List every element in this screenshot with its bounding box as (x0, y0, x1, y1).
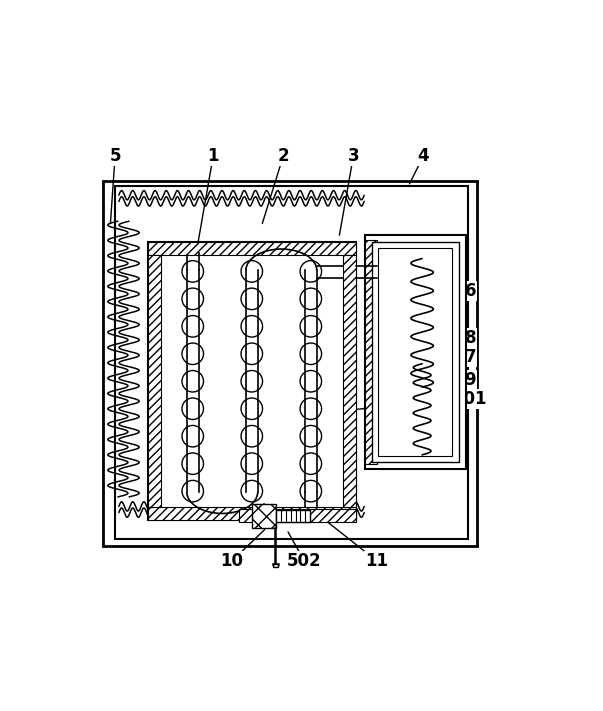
Bar (276, 510, 310, 522)
Bar (372, 242, 459, 462)
Text: 9: 9 (464, 371, 476, 389)
Text: 3: 3 (347, 146, 359, 165)
Bar (273, 564, 278, 567)
Bar (378, 248, 452, 456)
Bar (239, 508, 356, 522)
Text: 2: 2 (277, 146, 289, 165)
Bar (115, 186, 468, 539)
Text: 4: 4 (418, 146, 429, 165)
Bar (148, 255, 161, 507)
Text: 7: 7 (464, 348, 476, 365)
Bar (365, 235, 466, 469)
Text: 11: 11 (365, 552, 388, 570)
Bar (365, 240, 377, 464)
Bar (148, 242, 356, 255)
Bar (104, 181, 478, 546)
Text: 5: 5 (109, 146, 121, 165)
Bar (148, 242, 356, 520)
Text: 6: 6 (464, 282, 476, 300)
Text: 501: 501 (453, 390, 487, 408)
Bar (252, 504, 276, 528)
Bar (343, 255, 356, 507)
Text: 8: 8 (464, 329, 476, 347)
Bar (148, 507, 356, 520)
Text: 1: 1 (207, 146, 219, 165)
Text: 502: 502 (287, 552, 321, 570)
Text: 10: 10 (221, 552, 244, 570)
